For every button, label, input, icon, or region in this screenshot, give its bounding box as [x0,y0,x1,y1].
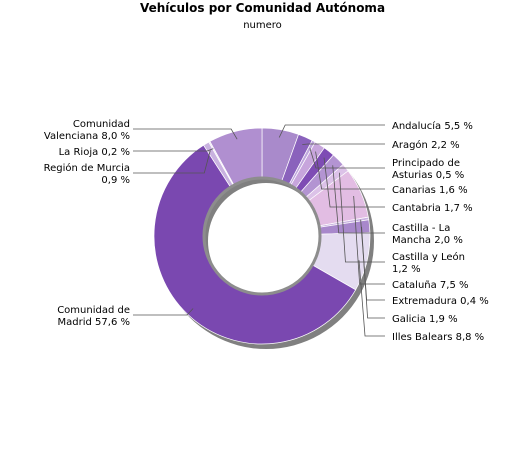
leader-line-castilla-la-mancha [332,165,385,234]
leader-line-canarias [315,151,385,190]
data-label-andalucia: Andalucía 5,5 % [392,120,473,132]
data-label-comunidad-valenciana: Comunidad Valenciana 8,0 % [44,119,130,142]
data-label-cataluna: Cataluña 7,5 % [392,280,469,291]
leader-line-illes-balears [358,260,385,337]
data-label-aragon: Aragón 2,2 % [392,139,460,151]
leader-line-cataluna [353,195,385,285]
data-label-principado-de-asturias: Principado de Asturias 0,5 % [392,158,464,181]
leader-line-comunidad-valenciana [133,128,238,140]
leader-line-galicia [361,226,385,319]
data-label-extremadura: Extremadura 0,4 % [392,296,489,307]
leader-line-principado-de-asturias [309,148,385,169]
leader-line-comunidad-de-madrid [133,308,194,316]
chart-subtitle: numero [243,20,282,31]
donut-inner-edge [202,176,322,296]
leader-line-andalucia [278,124,385,138]
data-label-cantabria: Cantabria 1,7 % [392,203,473,214]
chart-title: Vehículos por Comunidad Autónoma [139,1,386,15]
data-label-comunidad-de-madrid: Comunidad de Madrid 57,6 % [57,305,130,328]
data-label-region-de-murcia: Región de Murcia 0,9 % [44,162,130,186]
leader-line-la-rioja [133,148,214,152]
data-label-illes-balears: Illes Balears 8,8 % [392,332,484,343]
leader-line-cantabria [323,157,385,208]
data-label-la-rioja: La Rioja 0,2 % [59,147,130,158]
data-label-galicia: Galicia 1,9 % [392,314,458,325]
data-label-castilla-la-mancha: Castilla - La Mancha 2,0 % [392,223,463,246]
data-label-castilla-y-leon: Castilla y León 1,2 % [392,251,465,275]
leader-line-region-de-murcia [133,150,211,174]
leader-line-castilla-y-leon [339,172,385,263]
data-label-canarias: Canarias 1,6 % [392,185,468,196]
